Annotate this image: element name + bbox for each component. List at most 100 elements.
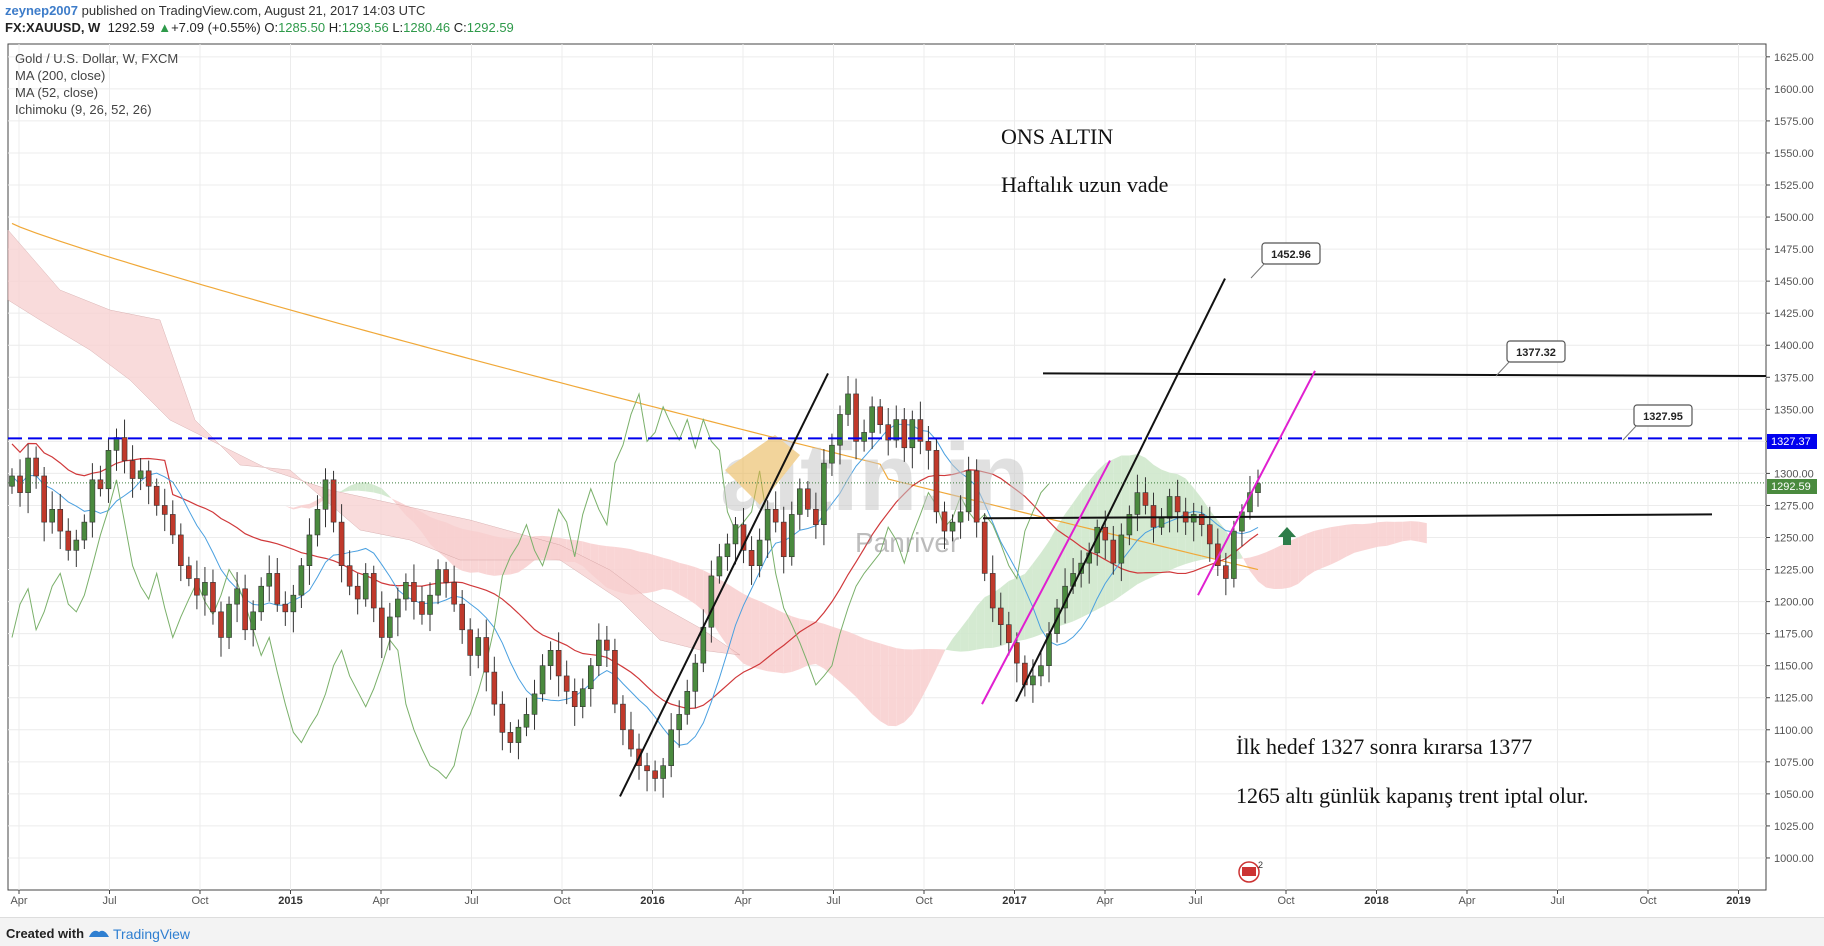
candle-body (1111, 540, 1116, 563)
candle-body (612, 650, 617, 704)
candle-body (492, 672, 497, 704)
candle-body (773, 509, 778, 522)
kumo-segment (1282, 541, 1290, 589)
candle-body (1143, 493, 1148, 506)
kumo-segment (880, 643, 888, 725)
watermark-subtext: Panriver (855, 527, 959, 558)
candle-body (58, 509, 63, 531)
svg-text:2: 2 (1258, 860, 1263, 870)
candle-body (210, 582, 215, 611)
kumo-segment (1330, 526, 1338, 565)
candle-body (259, 586, 264, 612)
x-tick-label: 2019 (1726, 895, 1750, 907)
candle-body (235, 589, 240, 604)
x-tick-label: Oct (553, 895, 570, 907)
kumo-segment (1363, 523, 1371, 550)
kumo-segment (792, 616, 800, 672)
candle-body (114, 438, 119, 451)
candle-body (926, 441, 931, 450)
candle-body (371, 573, 376, 608)
candle-body (1119, 535, 1124, 563)
candle-body (1191, 514, 1196, 522)
price-axis: 1000.001025.001050.001075.001100.001125.… (1766, 52, 1814, 865)
y-tick-label: 1400.00 (1774, 340, 1814, 352)
x-tick-label: Apr (1458, 895, 1475, 907)
x-tick-label: Apr (1096, 895, 1113, 907)
legend-ichimoku[interactable]: Ichimoku (9, 26, 52, 26) (15, 101, 178, 118)
kumo-segment (687, 565, 695, 604)
candle-body (26, 458, 31, 493)
candle-body (870, 407, 875, 433)
candle-body (1151, 505, 1156, 527)
candle-body (395, 599, 400, 617)
kumo-segment (1290, 537, 1298, 587)
candle-body (958, 512, 963, 522)
legend-ma52[interactable]: MA (52, close) (15, 84, 178, 101)
kumo-segment (1387, 522, 1395, 546)
kumo-segment (808, 620, 816, 665)
kumo-segment (647, 553, 655, 593)
candle-body (500, 704, 505, 732)
kumo-segment (840, 629, 848, 689)
note-target: İlk hedef 1327 sonra kırarsa 1377 (1236, 734, 1532, 759)
y-tick-label: 1000.00 (1774, 853, 1814, 865)
x-tick-label: 2016 (640, 895, 664, 907)
candle-body (484, 637, 489, 672)
y-tick-label: 1600.00 (1774, 84, 1814, 96)
candle-body (74, 540, 79, 550)
candle-body (1135, 493, 1140, 515)
footer: Created with TradingView (0, 917, 1824, 946)
y-tick-label: 1225.00 (1774, 565, 1814, 577)
candle-body (669, 730, 674, 766)
kumo-segment (695, 567, 703, 611)
candle-body (910, 420, 915, 448)
x-tick-label: Apr (734, 895, 751, 907)
kumo-segment (1371, 522, 1379, 548)
candle-body (725, 544, 730, 557)
price-chart[interactable]: altin.in Panriver 1000.001025.001050.001… (0, 0, 1824, 917)
candle-body (894, 420, 899, 441)
chart-subtitle: Haftalık uzun vade (1001, 172, 1168, 197)
indicator-legend: Gold / U.S. Dollar, W, FXCM MA (200, clo… (15, 50, 178, 118)
kumo-segment (1266, 549, 1274, 589)
candle-body (749, 550, 754, 565)
candle-body (379, 608, 384, 637)
candle-body (934, 450, 939, 512)
x-tick-label: Jul (102, 895, 116, 907)
legend-ma200[interactable]: MA (200, close) (15, 67, 178, 84)
y-tick-label: 1075.00 (1774, 757, 1814, 769)
candle-body (444, 570, 449, 583)
candle-body (170, 514, 175, 535)
kumo-segment (655, 555, 663, 591)
candle-body (387, 617, 392, 638)
candle-body (733, 525, 738, 544)
x-tick-label: Jul (1188, 895, 1202, 907)
candle-body (982, 522, 987, 573)
kumo-segment (896, 648, 904, 726)
candle-body (556, 650, 561, 676)
candle-body (709, 576, 714, 627)
kumo-segment (848, 632, 856, 697)
kumo-segment (1170, 473, 1178, 571)
legend-series[interactable]: Gold / U.S. Dollar, W, FXCM (15, 50, 178, 67)
candle-body (34, 458, 39, 476)
candle-body (628, 730, 633, 749)
candle-body (645, 766, 650, 771)
candle-body (540, 666, 545, 694)
candle-body (355, 586, 360, 599)
tradingview-brand-link[interactable]: TradingView (113, 926, 190, 942)
y-tick-label: 1150.00 (1774, 661, 1813, 673)
kumo-segment (727, 584, 735, 656)
callout-1377-text: 1377.32 (1516, 347, 1556, 359)
x-tick-label: Oct (1639, 895, 1656, 907)
x-tick-label: Oct (191, 895, 208, 907)
candle-body (1207, 525, 1212, 544)
candle-body (178, 535, 183, 566)
kumo-segment (1379, 522, 1387, 547)
y-tick-label: 1425.00 (1774, 308, 1814, 320)
candle-body (468, 630, 473, 656)
candle-body (436, 570, 441, 596)
candle-body (693, 663, 698, 691)
candle-body (307, 535, 312, 566)
candle-body (781, 522, 786, 557)
